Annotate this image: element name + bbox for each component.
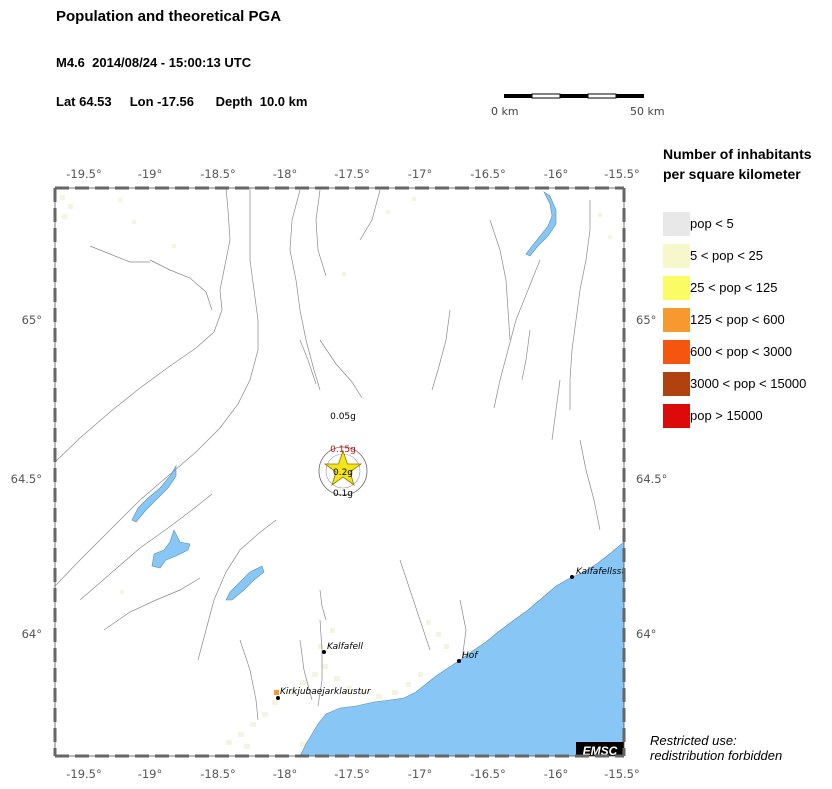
legend-label: 5 < pop < 25: [690, 248, 764, 263]
town-kirkjubaejarklaustur: Kirkjubaejarklaustur: [274, 687, 372, 700]
town-hof: Hof: [457, 651, 479, 663]
legend-title: Number of inhabitants per square kilomet…: [663, 146, 812, 182]
x-tick-label: -19°: [138, 767, 163, 781]
legend-label: 125 < pop < 600: [690, 312, 785, 327]
x-tick-label: -16°: [544, 167, 569, 181]
x-tick-label: -17.5°: [334, 767, 370, 781]
town-label: Kalfafellsst: [576, 567, 625, 577]
x-tick-label: -15.5°: [604, 767, 640, 781]
x-tick-label: -16.5°: [470, 167, 506, 181]
x-tick-label: -18°: [273, 767, 298, 781]
x-tick-label: -17.5°: [334, 167, 370, 181]
legend-label: 3000 < pop < 15000: [690, 376, 807, 391]
x-tick-label: -17°: [408, 167, 433, 181]
legend-item: 5 < pop < 25: [663, 244, 832, 268]
legend-swatch: [663, 308, 690, 332]
event-location: Lat 64.53 Lon -17.56 Depth 10.0 km: [56, 94, 308, 109]
x-tick-labels-bottom: -19.5° -19° -18.5° -18° -17.5° -17° -16.5° -16°…: [66, 767, 640, 781]
town-label: Hof: [462, 651, 479, 661]
scale-bar: 0 km 50 km: [490, 90, 670, 130]
y-tick-label: 65°: [636, 313, 656, 327]
scale-end-label: 50 km: [630, 105, 665, 118]
map-area: Kalfafellsst Kalfafell Hof Kirkjubaejark…: [55, 188, 625, 758]
town-label: Kalfafell: [327, 642, 363, 652]
x-tick-label: -17°: [408, 767, 433, 781]
legend-item: 125 < pop < 600: [663, 308, 832, 332]
x-tick-label: -19.5°: [66, 767, 102, 781]
scale-start-label: 0 km: [491, 105, 519, 118]
emsc-logo-text: EMSC: [583, 744, 618, 758]
restricted-use-note: Restricted use: redistribution forbidden: [650, 733, 782, 763]
legend-swatch: [663, 212, 690, 236]
x-tick-label: -18.5°: [200, 167, 236, 181]
lake: [131, 464, 177, 523]
x-tick-label: -15.5°: [604, 167, 640, 181]
legend-item: 3000 < pop < 15000: [663, 372, 832, 396]
x-tick-label: -18°: [273, 167, 298, 181]
x-tick-label: -19°: [138, 167, 163, 181]
legend-swatch: [663, 276, 690, 300]
town-kalfafellsst: Kalfafellsst: [570, 567, 625, 579]
town-label: Kirkjubaejarklaustur: [280, 687, 372, 697]
x-tick-labels-top: -19.5° -19° -18.5° -18° -17.5° -17° -16.5° -16°…: [66, 167, 640, 181]
pga-label-005: 0.05g: [330, 412, 356, 422]
legend-swatch: [663, 372, 690, 396]
legend-item: pop > 15000: [663, 404, 832, 428]
legend-item: 600 < pop < 3000: [663, 340, 832, 364]
y-tick-label: 64°: [22, 627, 42, 641]
x-tick-label: -16°: [544, 767, 569, 781]
legend-item: pop < 5: [663, 212, 832, 236]
restricted-line-1: Restricted use:: [650, 733, 737, 748]
legend-swatch: [663, 340, 690, 364]
legend-label: 25 < pop < 125: [690, 280, 778, 295]
population-legend: Number of inhabitants per square kilomet…: [663, 144, 832, 428]
y-tick-label: 64.5°: [636, 472, 667, 486]
legend-label: pop > 15000: [690, 408, 763, 423]
event-magnitude-time: M4.6 2014/08/24 - 15:00:13 UTC: [56, 55, 252, 70]
x-tick-label: -19.5°: [66, 167, 102, 181]
y-tick-labels-right: 65° 64.5° 64°: [636, 313, 667, 641]
epicenter-star-icon: [323, 449, 363, 487]
town-kalfafell: Kalfafell: [322, 642, 363, 654]
x-tick-label: -16.5°: [470, 767, 506, 781]
legend-label: pop < 5: [690, 216, 734, 231]
epicenter: 0.05g 0.15g 0.2g 0.1g: [318, 412, 368, 499]
pga-label-015: 0.15g: [330, 445, 356, 455]
legend-item: 25 < pop < 125: [663, 276, 832, 300]
y-tick-label: 64.5°: [11, 472, 42, 486]
lake: [151, 529, 191, 569]
frame-dashes: [53, 186, 626, 758]
pga-label-02: 0.2g: [333, 468, 353, 478]
emsc-logo: [576, 742, 624, 756]
restricted-line-2: redistribution forbidden: [650, 748, 783, 763]
y-tick-label: 64°: [636, 627, 656, 641]
legend-swatch: [663, 404, 690, 428]
rivers: [55, 188, 601, 721]
legend-swatch: [663, 244, 690, 268]
y-tick-label: 65°: [22, 313, 42, 327]
lake: [525, 191, 557, 257]
x-tick-label: -18.5°: [200, 767, 236, 781]
y-tick-labels-left: 65° 64.5° 64°: [11, 313, 42, 641]
map-title: Population and theoretical PGA: [56, 8, 282, 25]
legend-label: 600 < pop < 3000: [690, 344, 792, 359]
lake: [225, 565, 265, 601]
sea: [299, 541, 624, 756]
pga-label-01: 0.1g: [333, 489, 353, 499]
